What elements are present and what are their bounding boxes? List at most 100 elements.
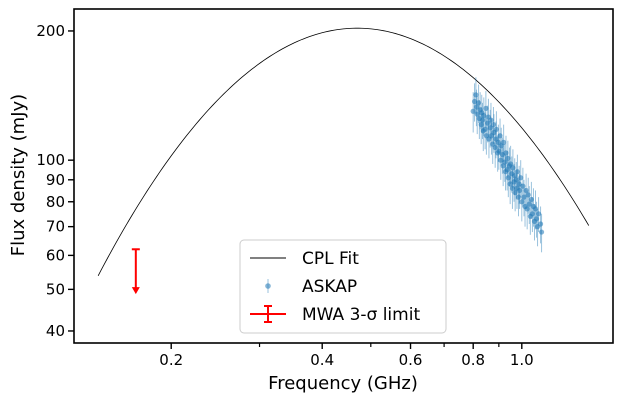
askap-marker [535,211,542,217]
askap-marker [495,139,501,145]
askap-marker [517,187,523,194]
askap-point [520,167,526,207]
mwa-upper-limit [131,248,140,295]
askap-point [521,179,527,217]
y-tick-label: 70 [46,218,65,236]
askap-marker [508,161,514,167]
askap-marker [520,183,526,189]
askap-marker [510,165,516,171]
askap-marker [525,192,531,198]
askap-point [473,89,480,127]
askap-marker [512,173,518,179]
askap-point [503,135,509,172]
askap-marker [492,144,498,151]
askap-point [487,109,493,148]
askap-point [470,92,476,133]
legend-entry-label: ASKAP [302,277,357,297]
askap-point [495,124,501,163]
askap-point [513,162,519,200]
askap-point [535,197,542,233]
askap-marker [514,169,520,175]
y-tick-label: 90 [46,171,65,189]
askap-point [533,201,540,238]
askap-point [537,206,544,244]
askap-marker [487,125,493,131]
askap-marker [497,133,503,139]
askap-point [492,129,498,168]
mwa-limit-arrow [131,287,140,295]
askap-point [505,140,511,178]
askap-marker [482,126,488,132]
askap-point [519,183,525,222]
askap-point [471,83,478,122]
cpl-fit-line [97,27,590,276]
askap-marker [479,117,486,123]
y-tick-label: 200 [36,22,65,40]
askap-marker [528,196,534,203]
legend-box [239,239,447,334]
y-tick-label: 100 [36,151,65,169]
askap-point [482,111,488,150]
x-axis-label: Frequency (GHz) [268,373,418,394]
askap-point [485,105,491,143]
askap-marker [524,206,530,212]
askap-marker [474,111,480,117]
x-tick-label: 0.4 [310,351,334,369]
askap-marker [483,105,489,112]
askap-point [529,197,536,233]
y-tick-label: 80 [46,193,65,211]
y-tick-label: 60 [46,246,65,264]
askap-marker [478,122,484,128]
x-tick-label: 0.6 [399,351,423,369]
askap-marker [502,159,508,165]
askap-marker [505,155,511,161]
askap-marker [475,100,482,106]
askap-marker [488,117,494,123]
askap-marker [519,199,525,205]
askap-marker [501,139,507,145]
askap-marker [496,148,502,154]
askap-marker [473,104,480,110]
x-tick-label: 1.0 [510,351,534,369]
legend-askap-swatch [265,283,271,289]
data-layer [97,27,590,295]
y-tick-label: 50 [46,280,65,298]
askap-marker [471,98,478,105]
askap-marker [521,194,527,200]
askap-marker [533,216,540,222]
askap-marker [512,190,518,196]
askap-point [523,173,529,209]
askap-marker [503,150,509,156]
askap-marker [504,167,510,173]
askap-marker [490,122,497,128]
legend-entry-label: CPL Fit [302,249,359,269]
askap-marker [509,185,516,191]
legend: CPL Fit ASKAP MWA 3-σ limit [239,239,447,334]
askap-marker [505,175,511,181]
askap-point [518,160,524,198]
askap-marker [493,126,500,132]
askap-marker [532,206,539,212]
askap-point [538,213,545,253]
askap-marker [537,221,544,227]
askap-marker [526,201,532,207]
askap-point [497,118,503,155]
askap-marker [498,157,504,163]
askap-marker [538,229,545,235]
askap-point [508,145,514,184]
askap-marker [518,175,524,181]
askap-marker [529,211,536,217]
askap-point [490,107,497,145]
askap-point [488,102,494,140]
askap-marker [507,181,513,187]
askap-point [498,142,504,180]
askap-marker [523,187,529,194]
askap-point [532,190,539,230]
askap-marker [470,108,476,114]
askap-marker [513,177,519,183]
y-axis-label: Flux density (mJy) [8,94,29,256]
askap-marker [485,120,491,126]
askap-point [525,177,531,214]
